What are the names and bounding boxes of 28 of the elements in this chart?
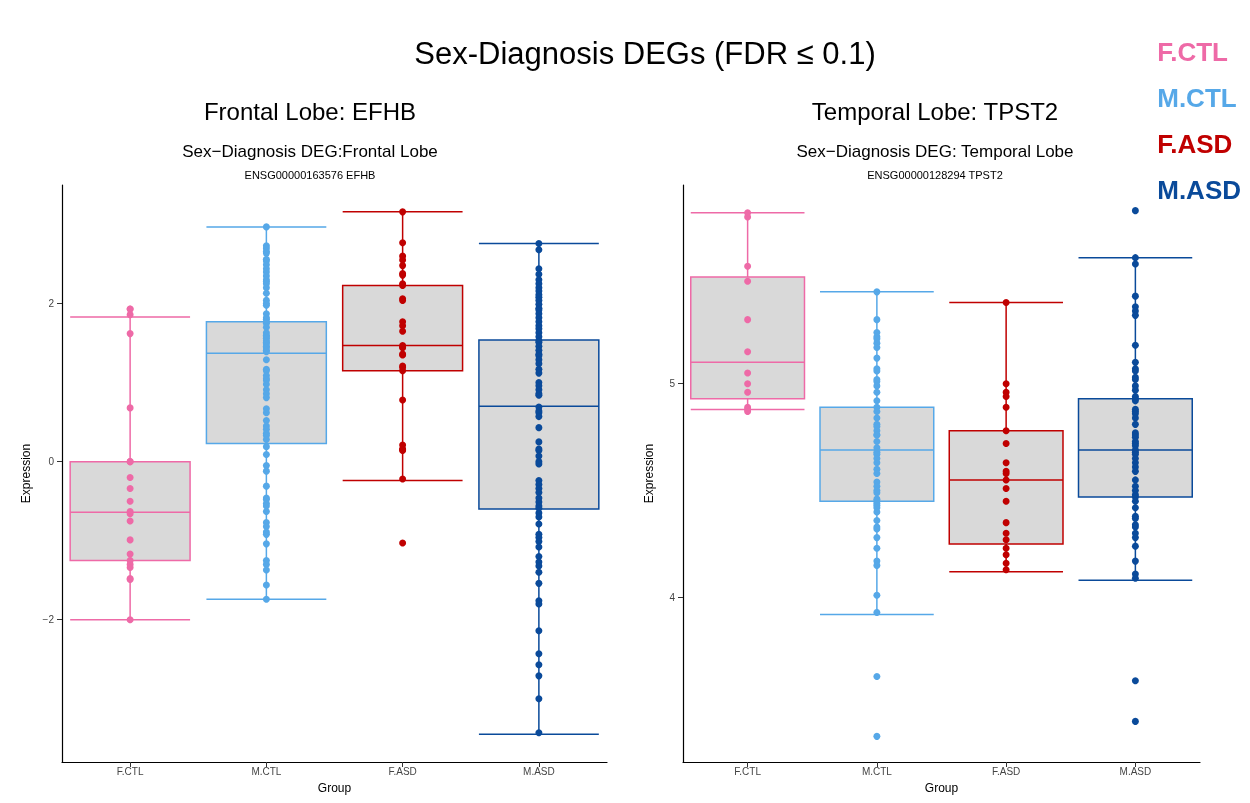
y-axis-title: Expression [18,443,33,504]
text: ENSG00000128294 TPST2 [867,168,1003,181]
x-tick-label: F.ASD [991,765,1021,777]
x-tick-label: M.ASD [1119,765,1152,777]
chart-subtitle: Sex−Diagnosis DEG:Frontal Lobe [182,142,438,161]
chart-subtitle: Sex−Diagnosis DEG: Temporal Lobe [796,142,1074,161]
x-tick-label: M.CTL [251,765,282,777]
x-tick-label: F.CTL [116,765,144,777]
y-tick-label: 2 [48,298,55,310]
series-label: M.ASD [1157,175,1241,205]
x-axis-title: Group [317,781,352,795]
y-tick-label: −2 [42,614,55,626]
y-tick-label: 4 [669,591,676,603]
y-tick-label: 0 [48,456,55,468]
chart-title: Frontal Lobe: EFHB [203,97,417,125]
x-tick-label: M.ASD [523,765,555,777]
text: M.CTL [1157,83,1237,113]
text: F.ASD [1157,129,1233,159]
x-tick-label: F.ASD [388,765,417,777]
chart-title: Temporal Lobe: TPST2 [811,97,1059,125]
y-tick-label: 5 [669,378,676,390]
x-tick-label: M.CTL [861,765,893,777]
text: F.CTL [1157,37,1229,67]
text: ENSG00000163576 EFHB [244,168,376,181]
x-axis-title: Group [924,781,959,795]
y-axis-title: Expression [642,443,656,504]
text: Sex-Diagnosis DEGs (FDR ≤ 0.1) [413,36,877,72]
x-tick-label: F.CTL [734,765,762,777]
